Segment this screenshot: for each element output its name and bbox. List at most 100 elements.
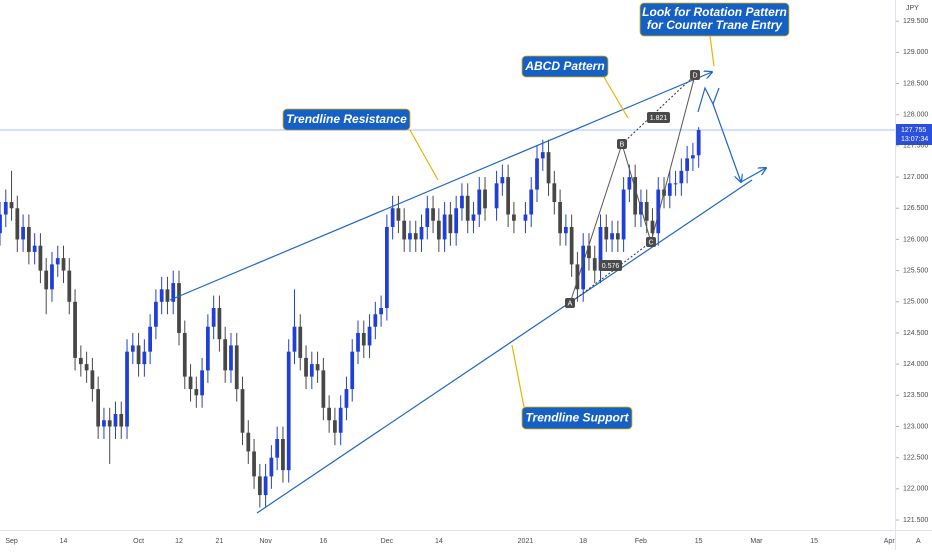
candle-body: [0, 214, 2, 234]
candle-body: [529, 189, 534, 215]
abcd-path: [569, 74, 696, 304]
point-badge: [690, 70, 700, 80]
y-tick-label: 122.000: [903, 486, 928, 493]
projection-up: [740, 168, 766, 183]
candle-body: [171, 283, 176, 302]
candle-body: [119, 414, 124, 427]
x-tick-label: 2021: [518, 538, 534, 545]
drawings: A B C D 0.576 1.821 Trendline Resistance…: [169, 2, 790, 514]
candle-body: [592, 258, 597, 271]
candle-body: [113, 414, 118, 427]
candle-body: [581, 245, 586, 290]
y-tick-label: 123.000: [903, 423, 928, 430]
candle-body: [38, 245, 43, 271]
callout-text: Look for Rotation Pattern: [642, 5, 787, 19]
callout-pointer: [511, 344, 525, 408]
candle-body: [621, 189, 626, 240]
x-tick-label: 15: [695, 538, 703, 545]
candle-body: [21, 226, 25, 240]
candle-body: [125, 351, 129, 427]
candle-body: [194, 389, 199, 396]
candle-body: [275, 438, 280, 458]
candle-body: [685, 158, 690, 171]
last-price-label: 127.755: [901, 127, 926, 134]
candle-body: [211, 308, 216, 327]
candle-body: [448, 214, 453, 234]
candle-body: [148, 326, 153, 352]
candle-body: [102, 420, 106, 427]
candle-body: [436, 220, 441, 240]
candle-body: [540, 152, 545, 159]
candle-body: [483, 189, 487, 209]
candle-body: [3, 202, 8, 215]
candle-body: [309, 364, 314, 377]
candle-body: [315, 364, 320, 371]
callout-box: [639, 2, 790, 37]
candle-body: [679, 170, 684, 184]
candle-body: [691, 155, 695, 159]
y-tick-label: 127.500: [903, 143, 928, 150]
x-tick-label: Apr: [884, 538, 896, 545]
candle-body: [182, 332, 187, 377]
candle-body: [471, 214, 476, 221]
y-tick-label: 129.500: [903, 18, 928, 25]
countdown-label: 13:07:34: [901, 136, 928, 143]
resistance-line: [169, 72, 712, 301]
candle-body: [384, 226, 389, 309]
candle-body: [587, 245, 591, 259]
price-tag: 127.755 13:07:34: [0, 124, 932, 146]
y-tick-label: 129.000: [903, 49, 928, 56]
candle-body: [512, 214, 516, 221]
candle-body: [523, 214, 528, 221]
callout-text: Trendline Resistance: [286, 112, 407, 126]
candle-body: [442, 214, 447, 240]
candle-body: [454, 208, 459, 234]
currency-label: JPY: [906, 5, 919, 12]
candle-body: [263, 476, 268, 496]
y-tick-label: 124.000: [903, 361, 928, 368]
x-tick-label: 15: [810, 538, 818, 545]
candle-body: [229, 345, 233, 371]
candle-body: [402, 220, 407, 240]
point-badge: [646, 237, 656, 247]
candle-body: [142, 351, 147, 365]
ratio-label: 1.821: [650, 115, 668, 122]
x-tick-label: Feb: [635, 538, 647, 545]
candle-body: [356, 332, 360, 352]
y-tick-label: 124.500: [903, 330, 928, 337]
candle-body: [107, 420, 112, 427]
callout-pointer: [709, 35, 715, 67]
candle-body: [200, 370, 204, 396]
x-tick-label: Nov: [259, 538, 272, 545]
callout-box: [521, 55, 609, 78]
y-tick-label: 128.000: [903, 112, 928, 119]
candle-body: [55, 258, 60, 265]
y-tick-label: 121.500: [903, 517, 928, 524]
x-tick-label: 14: [60, 538, 68, 545]
corner-mark: A: [916, 538, 921, 545]
candle-body: [558, 202, 562, 234]
candle-body: [598, 226, 603, 271]
y-tick-label: 123.500: [903, 392, 928, 399]
x-tick-label: 12: [175, 538, 183, 545]
candle-body: [73, 301, 77, 358]
callout-pointer: [603, 76, 629, 119]
y-tick-label: 128.500: [903, 80, 928, 87]
callout-text: for Counter Trane Entry: [647, 18, 783, 32]
candle-body: [177, 283, 181, 333]
candle-body: [333, 420, 337, 433]
candle-body: [569, 226, 574, 265]
candle-body: [535, 158, 539, 190]
candle-body: [90, 370, 95, 390]
candle-body: [425, 208, 430, 227]
candle-body: [506, 177, 511, 215]
point-label: B: [620, 141, 625, 148]
candle-body: [281, 438, 285, 471]
candle-body: [223, 339, 228, 371]
ratio-badge: [599, 260, 622, 271]
candle-body: [610, 233, 614, 240]
candle-body: [26, 226, 31, 252]
